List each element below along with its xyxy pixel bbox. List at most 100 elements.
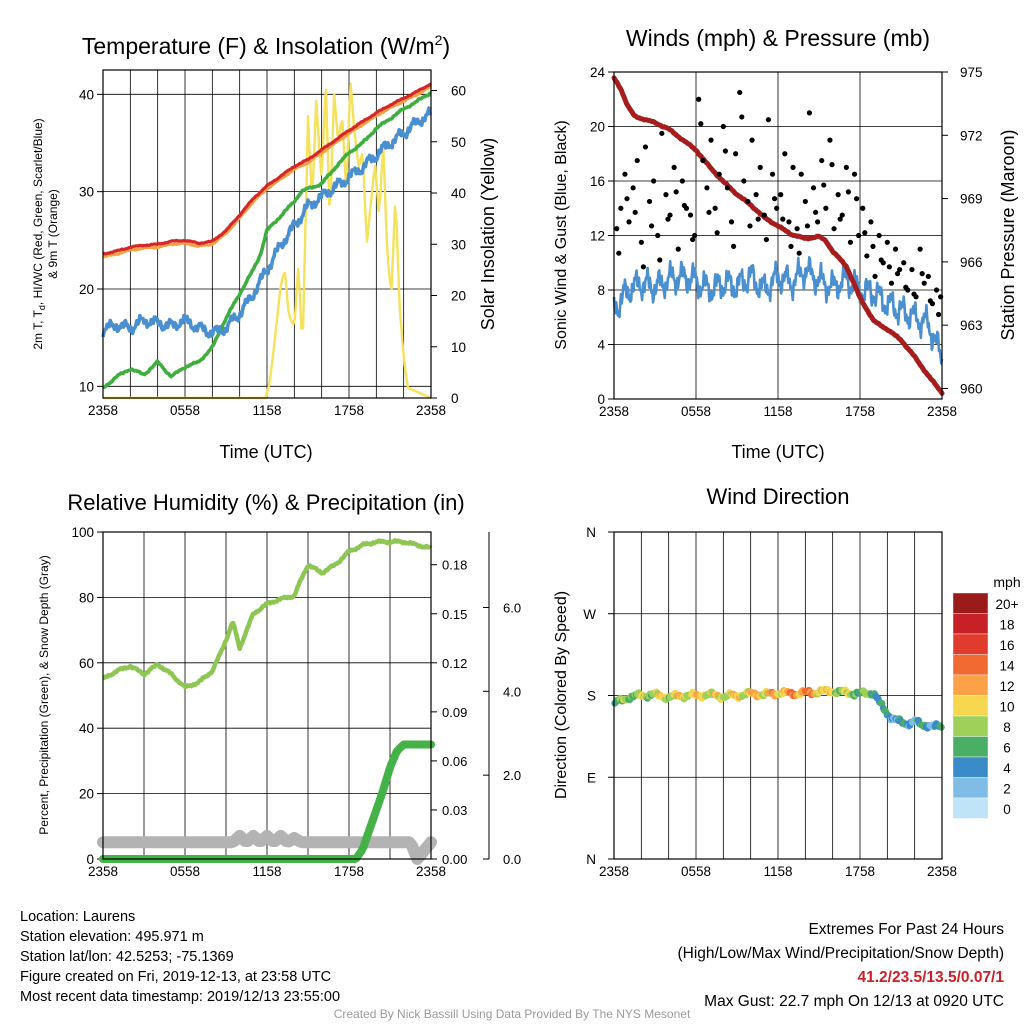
- gust-point: [790, 164, 796, 170]
- gust-point: [616, 250, 622, 256]
- gust-point: [708, 137, 714, 143]
- gust-point: [839, 212, 845, 218]
- y-axis-label: Direction (Colored By Speed): [553, 591, 570, 799]
- gust-point: [868, 219, 874, 225]
- gust-point: [819, 157, 825, 164]
- legend-swatch: [952, 797, 989, 819]
- legend-swatch: [952, 654, 989, 676]
- gust-point: [618, 205, 624, 211]
- gust-point: [845, 189, 851, 195]
- legend-swatch: [952, 674, 989, 696]
- gust-point: [901, 260, 907, 266]
- latlon-text: Station lat/lon: 42.5253; -75.1369: [20, 949, 234, 965]
- extremes-values: 41.2/23.5/13.5/0.07/1: [857, 969, 1004, 986]
- legend-title: mph: [993, 574, 1020, 590]
- gust-point: [671, 164, 677, 170]
- gust-point: [815, 219, 821, 225]
- gust-point: [909, 266, 915, 273]
- y-tick-label: S: [587, 689, 596, 704]
- humidity-panel: 2358 0558 1158 1758 23580204060801000.000.03…: [37, 490, 521, 879]
- gust-point: [860, 205, 866, 211]
- x-tick-label: 1158: [252, 403, 281, 418]
- y-right-axis-label-text: Station Pressure (Maroon): [998, 129, 1018, 340]
- precip-tick-label: 0.00: [442, 852, 467, 867]
- gust-point: [634, 157, 640, 164]
- gust-point: [706, 209, 712, 215]
- y-tick-label: 100: [71, 525, 94, 540]
- y-tick-label: 20: [79, 787, 94, 802]
- x-tick-label: 2358: [927, 404, 957, 419]
- gust-point: [876, 232, 882, 239]
- gust-point: [733, 151, 739, 157]
- y-right-tick-label: 30: [451, 237, 466, 252]
- legend-label: 12: [999, 679, 1014, 694]
- y-axis-label: Percent, Precipitation (Green), & Snow D…: [37, 555, 51, 834]
- direction-point: [937, 723, 945, 731]
- gust-point: [802, 198, 808, 205]
- gust-point: [913, 294, 919, 300]
- y-tick-label: 20: [79, 282, 94, 297]
- y-right-tick-label: 963: [960, 318, 983, 333]
- gust-point: [761, 212, 767, 218]
- precip-tick-label: 0.15: [442, 607, 467, 622]
- gust-point: [880, 260, 886, 266]
- precip-tick-label: 0.18: [442, 558, 467, 573]
- gust-point: [810, 185, 817, 191]
- x-tick-label: 0558: [681, 404, 711, 419]
- y-right-tick-label: 40: [451, 186, 466, 201]
- gust-point: [646, 198, 653, 205]
- gust-point: [843, 164, 849, 170]
- gust-point: [829, 162, 835, 168]
- gust-point: [638, 239, 644, 245]
- gust-point: [663, 192, 669, 198]
- created-text: Figure created on Fri, 2019-12-13, at 23…: [20, 969, 332, 985]
- gust-point: [700, 157, 706, 164]
- legend-label: 0: [1003, 802, 1011, 817]
- y-tick-label: 20: [590, 120, 605, 135]
- legend-swatch: [952, 633, 989, 655]
- gust-point: [665, 216, 671, 222]
- winds-panel: 2358 0558 1158 1758 235804812162024960963966…: [553, 25, 1018, 462]
- plot-frame: [613, 531, 943, 860]
- gust-point: [897, 266, 903, 273]
- extremes-title: Extremes For Past 24 Hours: [808, 921, 1004, 938]
- x-tick-label: 1158: [763, 404, 792, 419]
- gust-point: [919, 271, 925, 277]
- x-tick-label: 2358: [599, 864, 629, 879]
- extremes-subtitle: (High/Low/Max Wind/Precipitation/Snow De…: [677, 945, 1005, 962]
- elevation-text: Station elevation: 495.971 m: [20, 929, 204, 945]
- gust-point: [769, 171, 776, 177]
- gust-point: [730, 243, 737, 249]
- gust-point: [917, 246, 923, 252]
- gust-point: [925, 273, 931, 279]
- gust-point: [823, 205, 829, 211]
- station-info: Location: Laurens Station elevation: 495…: [20, 907, 340, 1007]
- legend-swatch: [952, 695, 989, 717]
- y-right-tick-label: 0: [451, 391, 459, 406]
- y-tick-label: N: [586, 852, 596, 867]
- gust-point: [739, 114, 745, 120]
- y-axis-label: Sonic Wind & Gust (Blue, Black): [553, 120, 570, 349]
- y-right-tick-label: 20: [451, 289, 466, 304]
- gust-point: [614, 226, 620, 232]
- recent-text: Most recent data timestamp: 2019/12/13 2…: [20, 989, 341, 1005]
- gust-point: [642, 144, 649, 150]
- chart-title: Winds (mph) & Pressure (mb): [626, 25, 930, 51]
- y-right-axis-label: Solar Insolation (Yellow): [478, 138, 498, 330]
- gust-point: [794, 226, 800, 232]
- gust-point: [847, 239, 854, 245]
- y-tick-label: 60: [79, 656, 94, 671]
- gust-point: [689, 236, 696, 243]
- x-tick-label: 1758: [845, 864, 875, 879]
- gust-point: [798, 171, 804, 177]
- gust-point: [724, 185, 731, 191]
- chart-title: Wind Direction: [706, 484, 849, 509]
- gust-point: [667, 212, 673, 218]
- legend-label: 6: [1003, 741, 1011, 756]
- gust-point: [722, 148, 728, 154]
- series-maroon-line: [611, 75, 945, 396]
- gust-point: [796, 250, 802, 256]
- gust-point: [888, 280, 895, 286]
- gust-point: [786, 219, 792, 225]
